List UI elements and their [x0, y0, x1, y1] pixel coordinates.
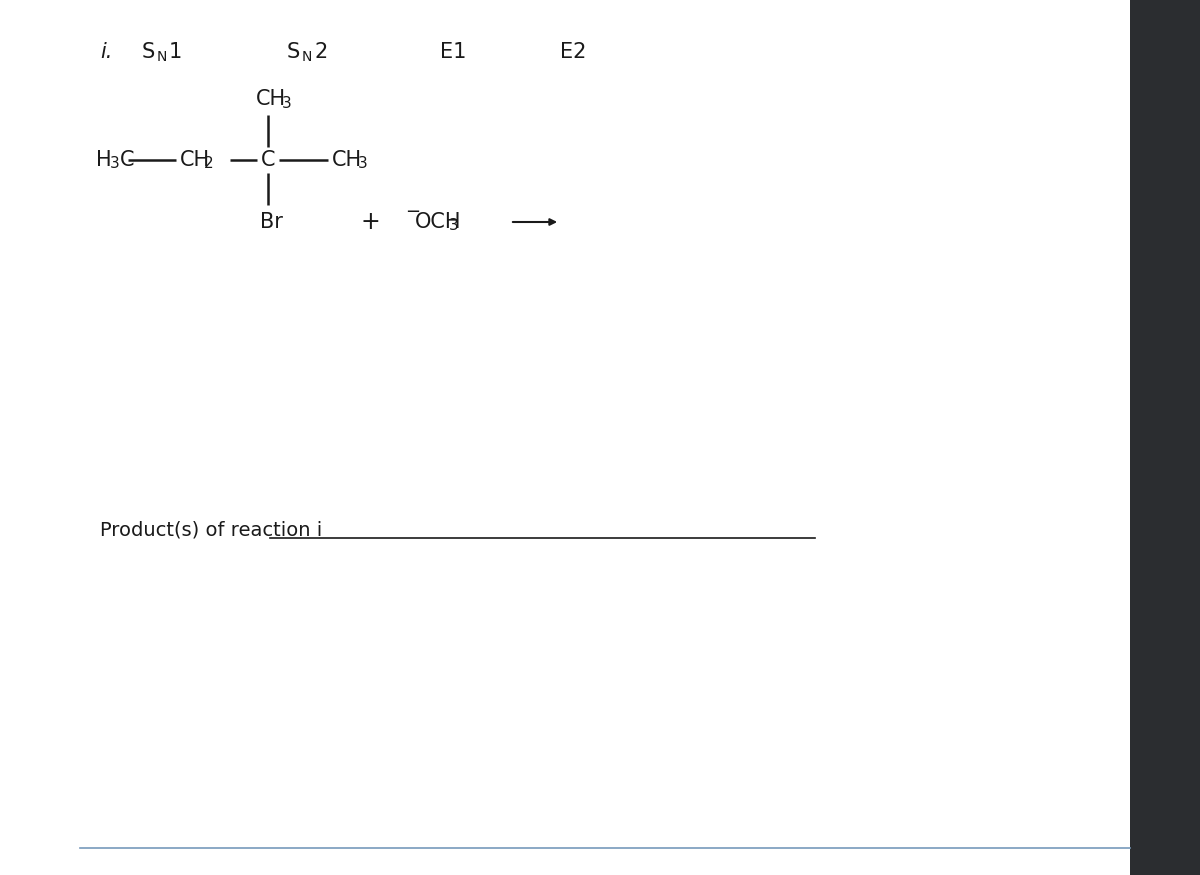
Text: E2: E2: [560, 42, 587, 62]
Text: i.: i.: [100, 42, 113, 62]
Text: OCH: OCH: [415, 212, 462, 232]
Text: S: S: [142, 42, 155, 62]
Text: C: C: [120, 150, 134, 170]
Text: CH: CH: [256, 89, 286, 109]
Text: 3: 3: [110, 157, 120, 172]
Text: CH: CH: [180, 150, 210, 170]
Text: +: +: [360, 210, 380, 234]
Text: N: N: [302, 50, 312, 64]
Text: Product(s) of reaction i: Product(s) of reaction i: [100, 521, 323, 540]
Text: 2: 2: [204, 157, 214, 172]
Text: H: H: [96, 150, 112, 170]
Text: 1: 1: [169, 42, 182, 62]
Bar: [1130, 0, 1200, 875]
Text: 3: 3: [282, 95, 292, 110]
Text: S: S: [287, 42, 300, 62]
Text: C: C: [260, 150, 275, 170]
Text: E1: E1: [440, 42, 467, 62]
Text: 3: 3: [449, 219, 458, 234]
Text: 2: 2: [314, 42, 328, 62]
Text: Br: Br: [260, 212, 283, 232]
Text: N: N: [157, 50, 167, 64]
Text: CH: CH: [332, 150, 362, 170]
Text: −: −: [406, 203, 420, 221]
Text: 3: 3: [358, 157, 367, 172]
